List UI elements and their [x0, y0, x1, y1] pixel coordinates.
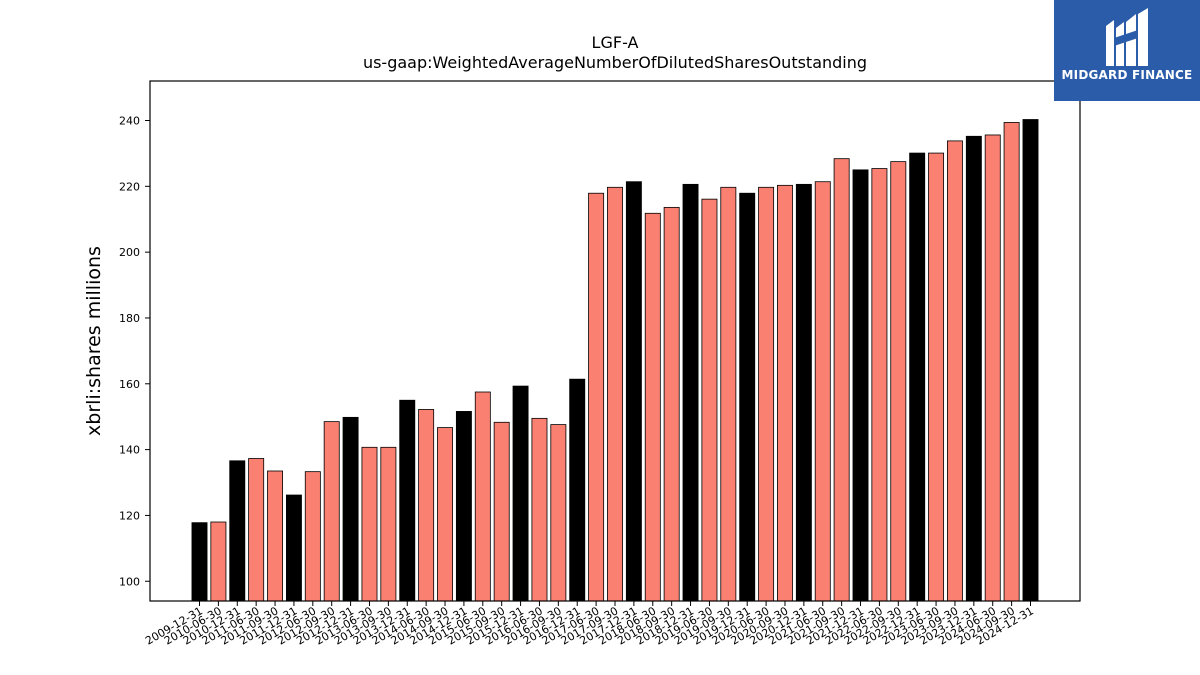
- y-tick-label: 200: [119, 246, 140, 259]
- x-ticks: 2009-12-312010-06-302010-12-312011-06-30…: [143, 601, 1036, 648]
- bar-2011-06-30: [248, 458, 265, 602]
- y-tick-label: 140: [119, 444, 140, 457]
- brand-name: MIDGARD FINANCE: [1061, 68, 1193, 82]
- bar-2017-12-31: [625, 181, 642, 602]
- bar-2023-12-31: [965, 135, 982, 602]
- bar-2021-06-30: [814, 181, 831, 602]
- chart-subtitle: us-gaap:WeightedAverageNumberOfDilutedSh…: [363, 53, 867, 72]
- y-tick-label: 220: [119, 180, 140, 193]
- bar-2017-06-30: [588, 192, 605, 602]
- bar-2013-09-30: [380, 446, 397, 602]
- bar-2020-12-31: [795, 183, 812, 602]
- bar-2020-06-30: [758, 186, 775, 602]
- y-tick-label: 160: [119, 378, 140, 391]
- bar-2019-06-30: [701, 198, 718, 602]
- bar-2021-12-31: [852, 169, 869, 602]
- bar-2015-09-30: [493, 421, 510, 602]
- bars-group: [191, 119, 1039, 602]
- bar-2012-12-31: [342, 416, 359, 602]
- bar-2014-06-30: [418, 409, 435, 602]
- bar-2016-12-31: [569, 378, 586, 602]
- y-axis-label: xbrli:shares millions: [83, 246, 105, 436]
- bar-2022-12-31: [909, 152, 926, 602]
- bar-2013-06-30: [361, 446, 378, 602]
- bar-2018-12-31: [682, 183, 699, 602]
- bar-2019-09-30: [720, 186, 737, 602]
- bar-2009-12-31: [191, 522, 208, 602]
- bar-2015-06-30: [474, 391, 491, 602]
- bar-2013-12-31: [399, 399, 416, 602]
- bar-2015-12-31: [512, 385, 529, 602]
- bar-2016-09-30: [550, 424, 567, 602]
- bar-2024-12-31: [1022, 119, 1039, 602]
- bar-2018-09-30: [663, 206, 680, 602]
- bar-2023-06-30: [928, 152, 945, 602]
- bar-2011-12-31: [285, 494, 302, 602]
- y-tick-label: 100: [119, 575, 140, 588]
- bar-2012-06-30: [304, 471, 321, 602]
- bar-2024-09-30: [1003, 122, 1020, 602]
- bar-2024-06-30: [984, 134, 1001, 602]
- bar-2022-09-30: [890, 161, 907, 602]
- bar-2019-12-31: [739, 192, 756, 602]
- bar-2012-09-30: [323, 421, 340, 602]
- bar-2020-09-30: [777, 184, 793, 602]
- midgard-logo-icon: [1106, 8, 1148, 66]
- y-tick-label: 240: [119, 114, 140, 127]
- bar-2014-12-31: [455, 411, 472, 602]
- brand-logo: MIDGARD FINANCE: [1054, 0, 1200, 101]
- bar-2021-09-30: [833, 158, 850, 602]
- bar-2010-12-31: [229, 460, 246, 602]
- y-tick-label: 180: [119, 312, 140, 325]
- y-ticks: 100 120 140 160 180 200 220 240: [119, 114, 150, 588]
- bar-2016-06-30: [531, 417, 548, 602]
- y-tick-label: 120: [119, 509, 140, 522]
- bar-2018-06-30: [644, 212, 661, 602]
- chart-title: LGF-A: [592, 33, 639, 52]
- bar-2011-09-30: [267, 470, 283, 602]
- bar-2014-09-30: [437, 427, 453, 602]
- plot-frame: [149, 80, 1081, 602]
- bar-2017-09-30: [607, 186, 623, 602]
- bar-2023-09-30: [947, 140, 963, 602]
- bar-2010-06-30: [210, 521, 227, 602]
- bar-2022-06-30: [871, 168, 888, 602]
